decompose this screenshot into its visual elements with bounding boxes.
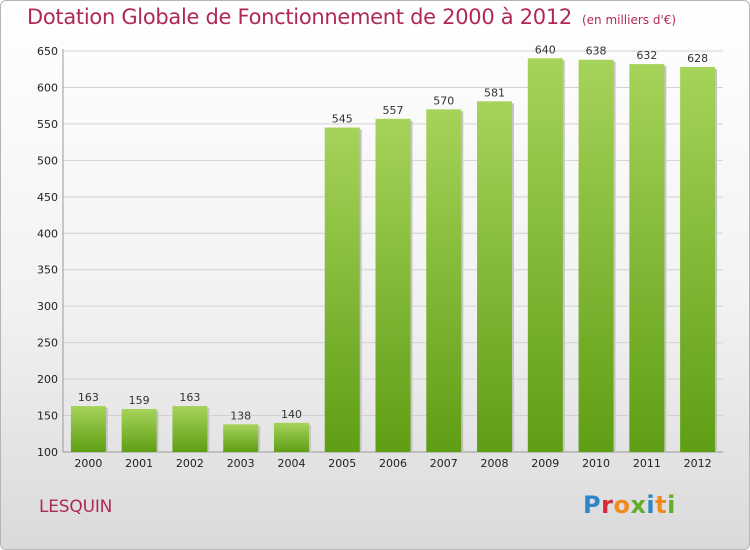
x-tick-label: 2003 [227,457,255,470]
y-tick-label: 150 [37,410,58,423]
proxiti-logo: Proxiti [583,491,676,519]
data-label: 138 [230,409,251,422]
x-tick-label: 2002 [176,457,204,470]
chart-unit: (en milliers d'€) [581,13,677,27]
y-tick-label: 250 [37,337,58,350]
x-tick-label: 2010 [582,457,610,470]
bar [70,406,106,452]
y-tick-label: 400 [37,227,58,240]
y-tick-label: 550 [37,118,58,131]
bar [629,64,665,452]
data-label: 581 [484,86,505,99]
x-tick-label: 2000 [74,457,102,470]
y-tick-label: 450 [37,191,58,204]
data-label: 570 [433,94,454,107]
x-tick-label: 2011 [633,457,661,470]
data-label: 545 [332,113,353,126]
y-tick-label: 500 [37,154,58,167]
data-label: 638 [586,45,607,58]
data-label: 163 [78,391,99,404]
data-label: 140 [281,408,302,421]
data-label: 640 [535,43,556,56]
bar [426,109,462,452]
x-tick-label: 2012 [684,457,712,470]
data-label: 632 [636,49,657,62]
bar [375,118,411,453]
bar [172,406,208,452]
y-tick-label: 650 [37,45,58,58]
y-tick-label: 350 [37,264,58,277]
y-tick-label: 600 [37,81,58,94]
x-tick-label: 2006 [379,457,407,470]
bar [273,422,309,452]
x-tick-label: 2007 [430,457,458,470]
bar [527,58,563,453]
chart-title-text: Dotation Globale de Fonctionnement de 20… [27,5,572,29]
bar [578,59,614,453]
data-label: 628 [687,52,708,65]
chart-title: Dotation Globale de Fonctionnement de 20… [27,5,676,29]
bar [223,424,259,452]
bar [121,408,157,452]
bar [680,67,716,452]
y-tick-label: 200 [37,373,58,386]
y-tick-label: 300 [37,300,58,313]
x-tick-label: 2001 [125,457,153,470]
bar [324,127,360,453]
data-label: 557 [383,104,404,117]
place-name: LESQUIN [39,497,113,517]
x-tick-label: 2004 [277,457,305,470]
x-tick-label: 2005 [328,457,356,470]
bar [477,101,513,452]
x-tick-label: 2009 [531,457,559,470]
y-tick-label: 100 [37,446,58,459]
x-tick-label: 2008 [481,457,509,470]
data-label: 163 [179,391,200,404]
data-label: 159 [129,394,150,407]
